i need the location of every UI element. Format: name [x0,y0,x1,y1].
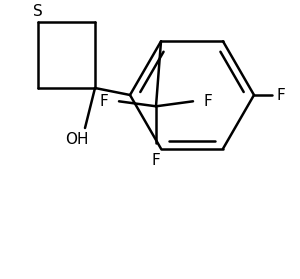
Text: F: F [277,88,285,102]
Text: F: F [204,94,212,109]
Text: OH: OH [65,133,89,148]
Text: F: F [152,153,160,168]
Text: F: F [100,94,108,109]
Text: S: S [33,4,43,20]
